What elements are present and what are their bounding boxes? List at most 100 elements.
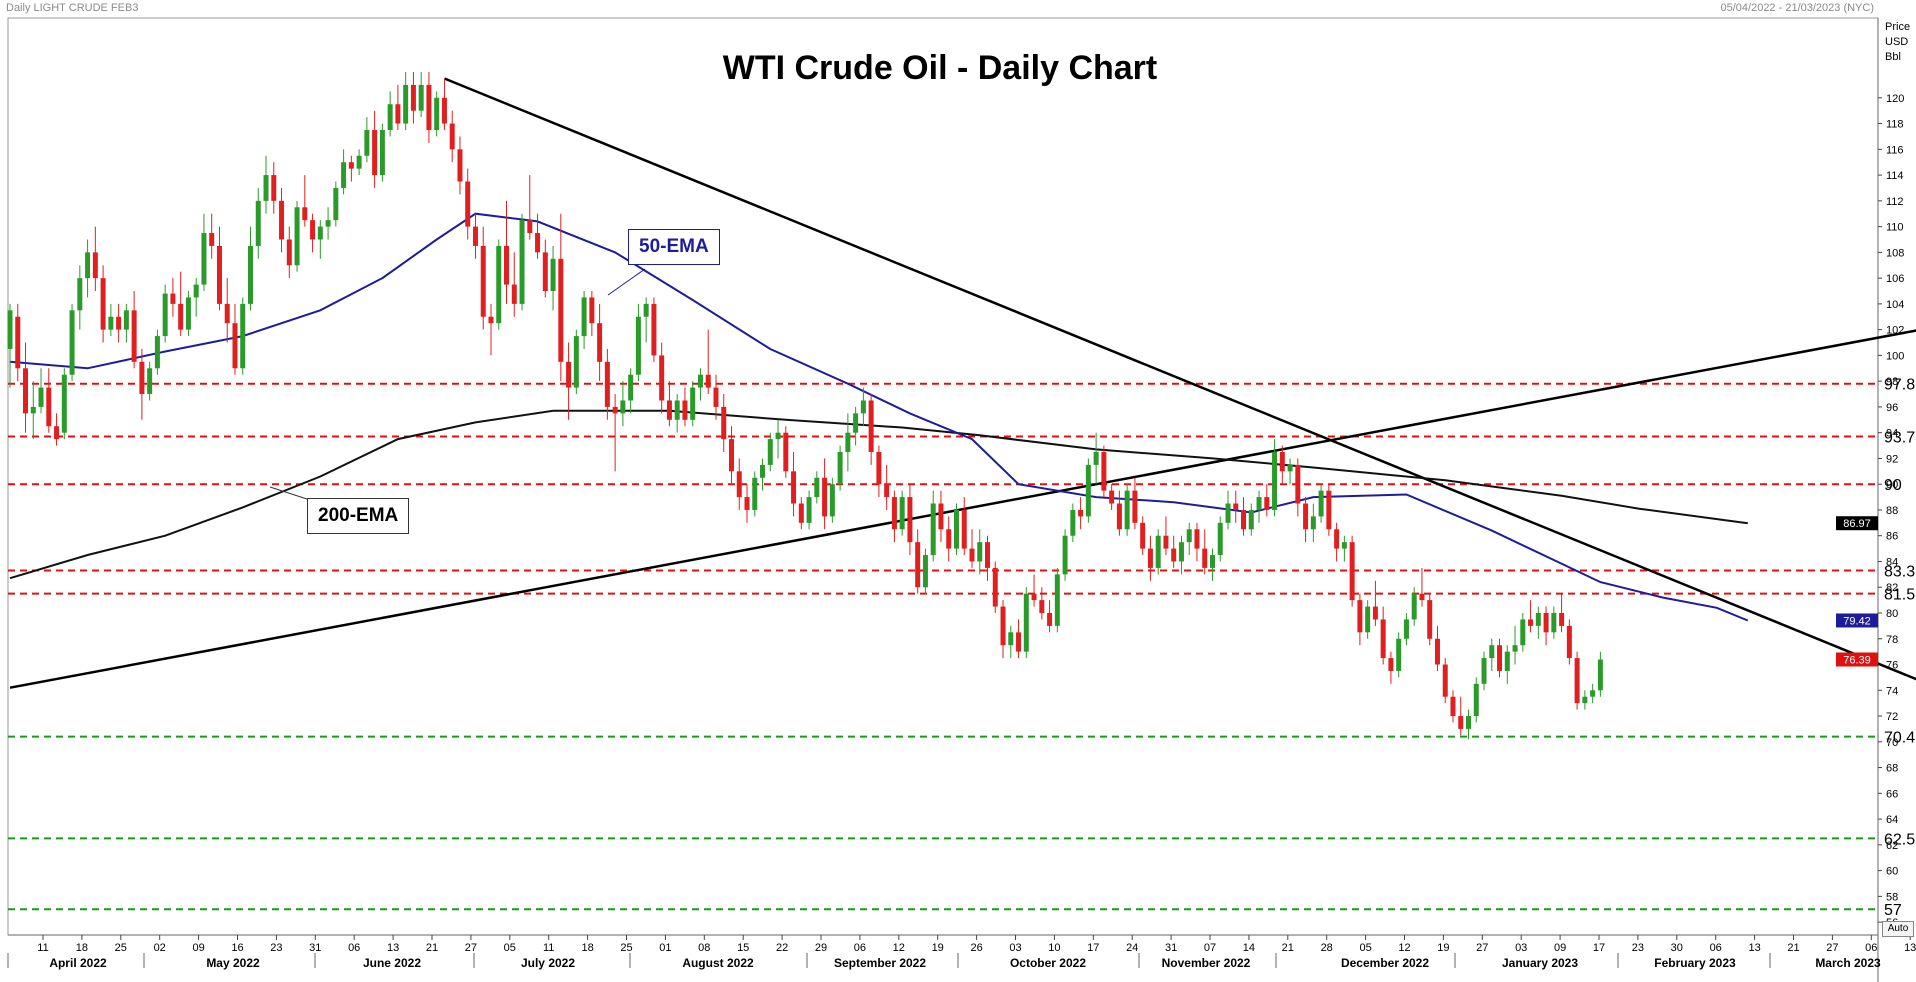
candle-body (23, 368, 29, 414)
x-tick-label: 11 (37, 942, 48, 954)
candle-body (868, 400, 874, 452)
candle-body (798, 503, 804, 523)
candle-body (1272, 452, 1278, 510)
candle-body (162, 293, 168, 337)
candle-body (496, 245, 502, 324)
candle-body (279, 200, 285, 240)
x-tick-label: 06 (348, 942, 360, 954)
price-tag (1836, 652, 1878, 667)
candle-body (1000, 606, 1006, 646)
x-tick-label: 17 (1087, 942, 1099, 954)
candle-body (480, 245, 486, 317)
candle-body (876, 452, 882, 485)
candle-body (1225, 503, 1231, 523)
candle-body (116, 316, 122, 330)
x-tick-label: 15 (737, 942, 749, 954)
x-tick-label: 08 (698, 942, 710, 954)
candle-body (30, 406, 36, 414)
x-tick-label: 18 (581, 942, 593, 954)
y-tick-label: 66 (1886, 788, 1898, 800)
y-tick-label: 116 (1886, 144, 1904, 156)
candle-body (1233, 503, 1239, 510)
candle-body (666, 400, 672, 420)
price-tag (1836, 613, 1878, 628)
candle-body (1085, 464, 1091, 517)
candle-body (85, 252, 91, 279)
ema50-leader (607, 268, 646, 296)
x-tick-label: 09 (1554, 942, 1566, 954)
candle-body (1543, 613, 1549, 633)
x-tick-label: 31 (1165, 942, 1177, 954)
candle-body (721, 406, 727, 440)
candle-body (1295, 464, 1301, 504)
candle-body (61, 374, 67, 433)
candle-body (310, 220, 316, 240)
candle-body (1434, 638, 1440, 665)
candle-body (558, 258, 564, 362)
x-tick-label: 30 (1671, 942, 1683, 954)
level-label: 81.5 (1884, 587, 1915, 604)
candle-body (1116, 503, 1122, 530)
candle-body (170, 293, 176, 304)
x-tick-label: 23 (1632, 942, 1644, 954)
candle-body (1054, 574, 1060, 626)
instrument-label: Daily LIGHT CRUDE FEB3 (6, 2, 139, 14)
candle-body (1202, 548, 1208, 568)
y-tick-label: 90 (1886, 479, 1898, 491)
y-tick-label: 114 (1886, 170, 1904, 182)
y-tick-label: 106 (1886, 273, 1904, 285)
candle-body (1326, 490, 1332, 530)
candle-body (1101, 452, 1107, 491)
level-label: 93.7 (1884, 430, 1915, 447)
candle-body (985, 542, 991, 568)
candle-body (1520, 619, 1526, 646)
x-tick-label: 09 (192, 942, 204, 954)
candle-body (946, 529, 952, 549)
candle-body (511, 284, 517, 304)
candle-body (1147, 548, 1153, 568)
x-tick-label: 12 (1398, 942, 1410, 954)
candle-body (1016, 632, 1022, 652)
y-tick-label: 110 (1886, 222, 1904, 234)
x-tick-label: 06 (1710, 942, 1722, 954)
candle-body (1481, 658, 1487, 684)
x-tick-label: 31 (309, 942, 321, 954)
level-label: 62.5 (1884, 831, 1915, 848)
candle-body (1380, 619, 1386, 659)
x-tick-label: 17 (1593, 942, 1605, 954)
candle-body (247, 245, 253, 304)
y-tick-label: 98 (1886, 376, 1898, 388)
y-tick-label: 60 (1886, 866, 1898, 878)
candle-body (1140, 522, 1146, 549)
x-tick-label: 11 (543, 942, 554, 954)
candle-body (224, 303, 230, 324)
price-head-2: USD (1885, 36, 1909, 48)
candle-body (255, 200, 261, 246)
candle-body (899, 497, 905, 530)
level-label: 70.4 (1884, 730, 1915, 747)
candle-body (38, 387, 44, 407)
candle-body (907, 497, 913, 543)
candle-body (1574, 658, 1580, 704)
auto-scale-button[interactable]: Auto (1882, 921, 1914, 937)
candle-body (1528, 619, 1534, 626)
candle-body (1365, 606, 1371, 633)
x-tick-label: 22 (776, 942, 788, 954)
x-tick-label: 06 (1865, 942, 1877, 954)
x-tick-label: 13 (1904, 942, 1916, 954)
candle-body (364, 130, 370, 156)
candle-body (915, 542, 921, 588)
candle-body (953, 509, 959, 549)
candle-body (1559, 613, 1565, 626)
candle-body (542, 252, 548, 291)
candle-body (806, 497, 812, 523)
candle-body (643, 303, 649, 317)
chart-title: WTI Crude Oil - Daily Chart (722, 49, 1158, 87)
price-axis-header: Price USD Bbl (1885, 20, 1910, 65)
candle-body (1163, 535, 1169, 549)
x-tick-label: 10 (1048, 942, 1060, 954)
candle-body (938, 503, 944, 530)
candle-body (1209, 555, 1215, 568)
